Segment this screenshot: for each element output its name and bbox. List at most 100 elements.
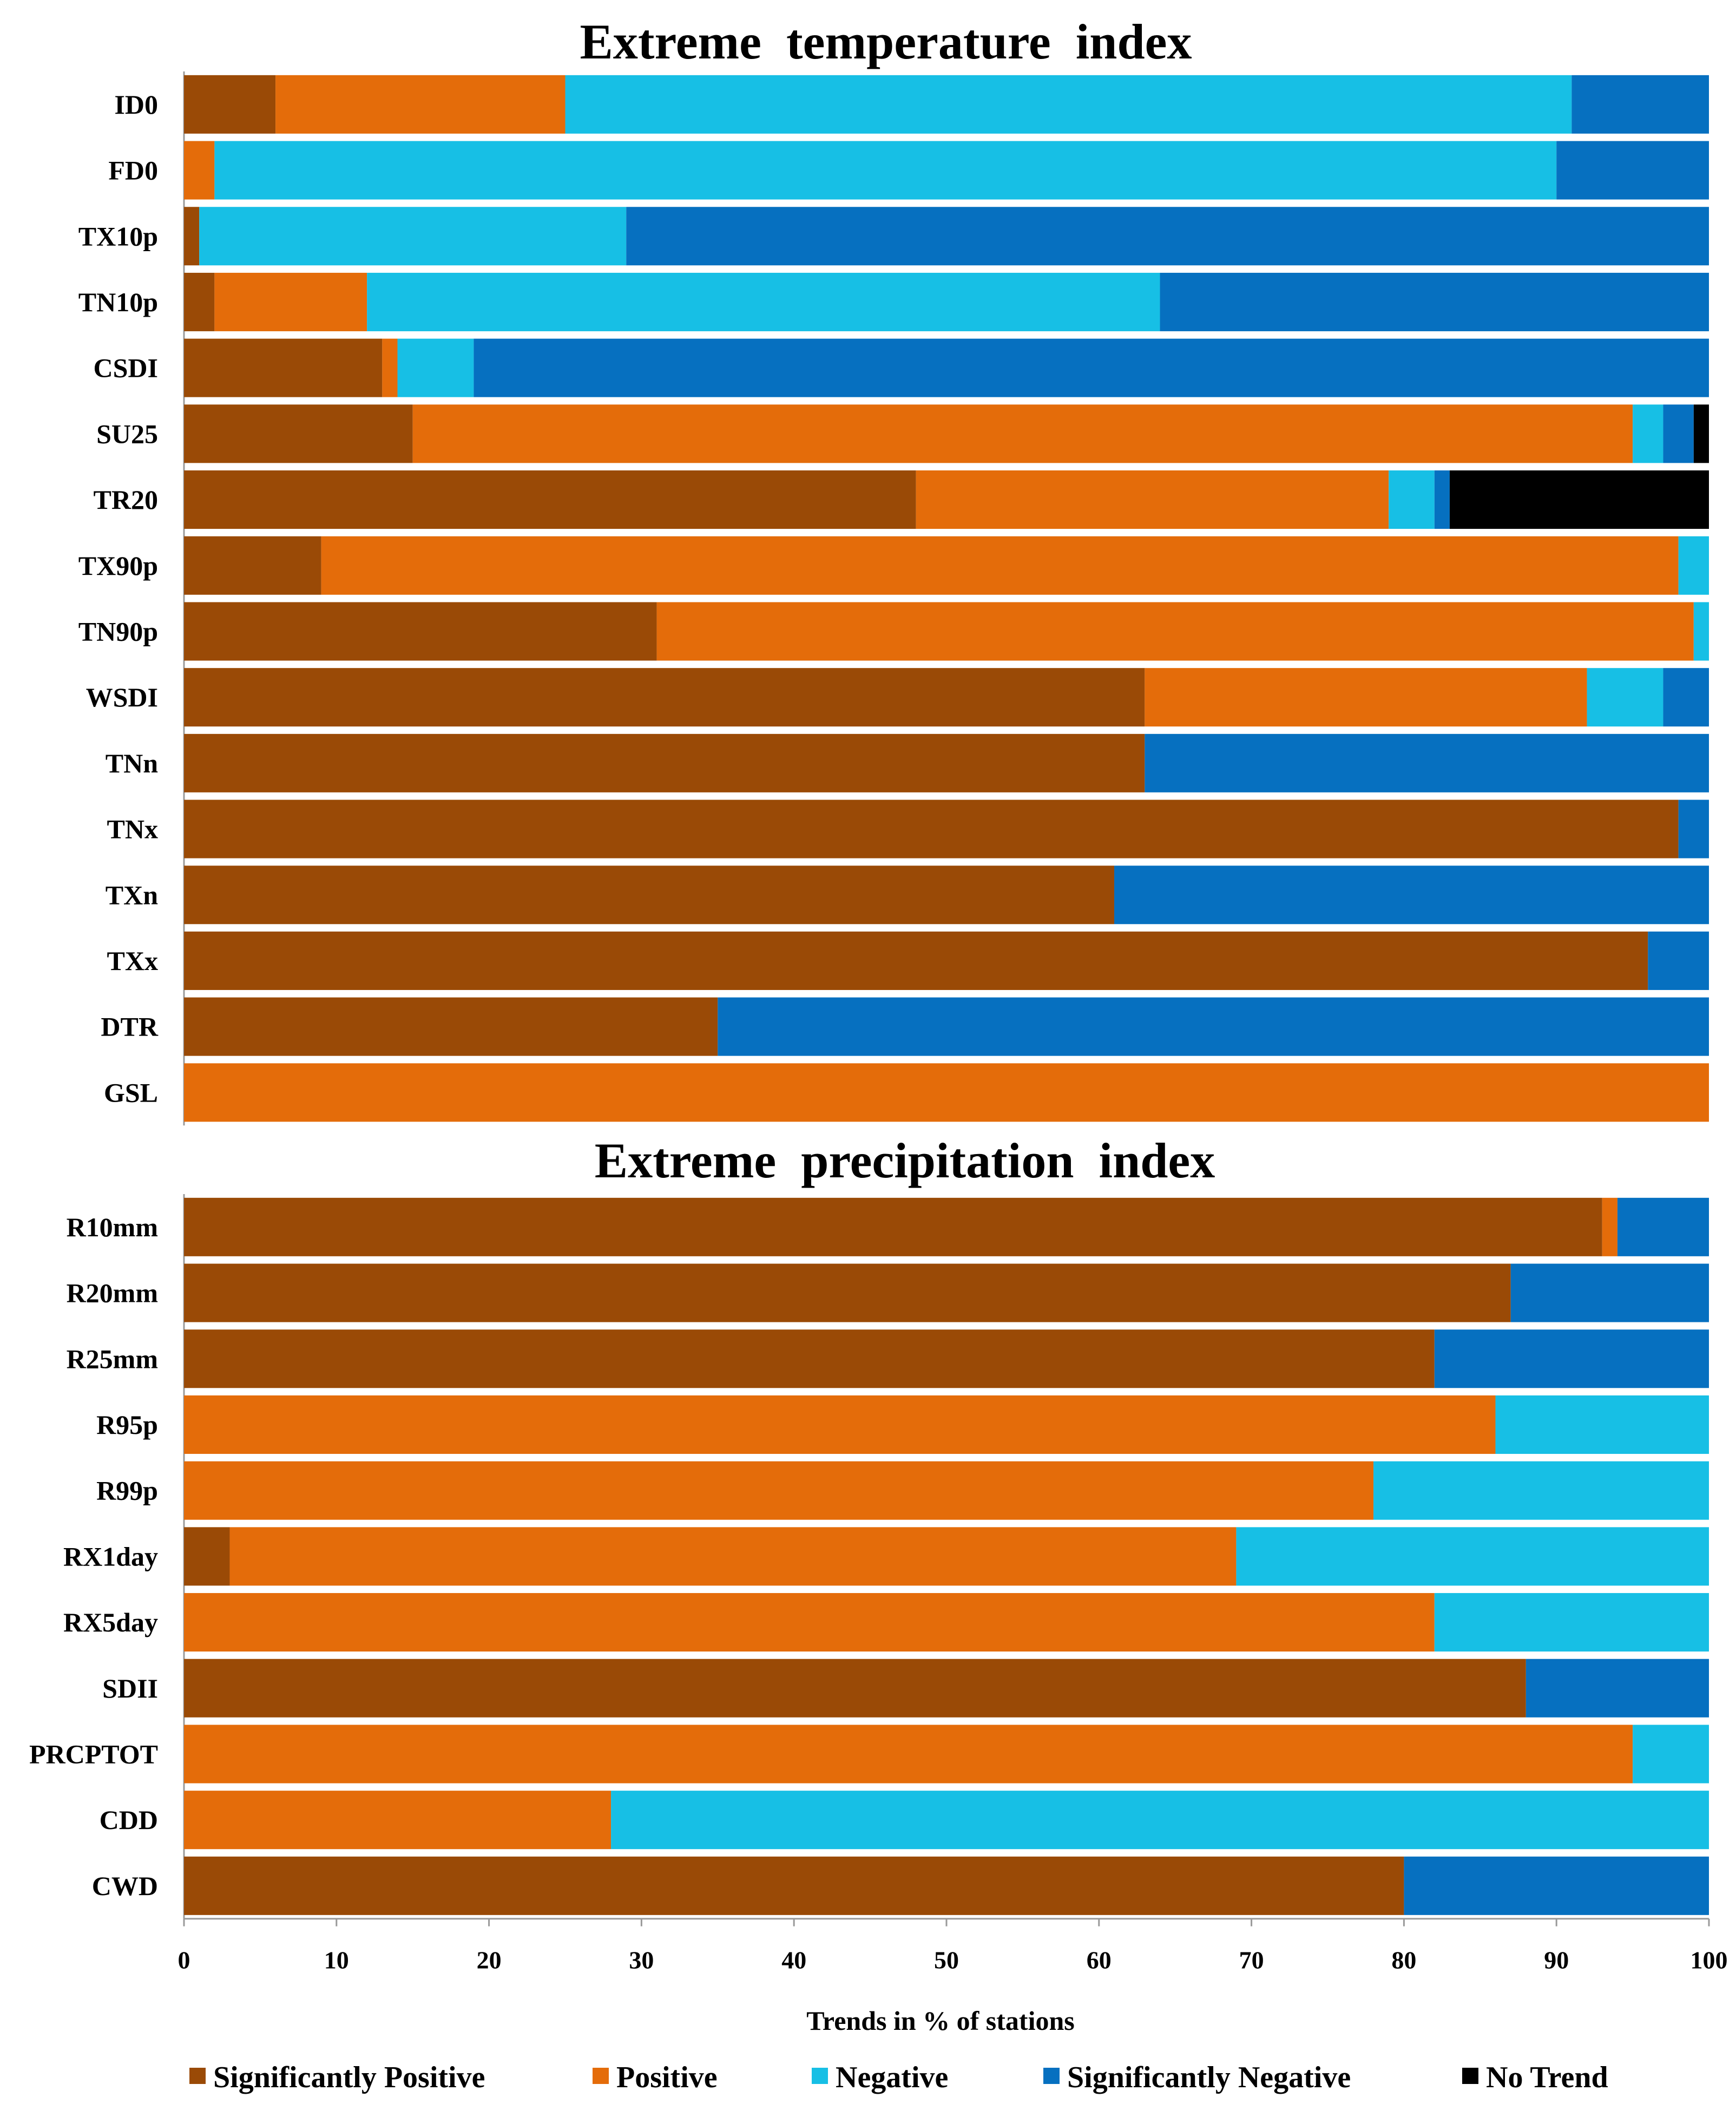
- bar-segment-r10mm-significantly-positive: [184, 1197, 1602, 1256]
- bar-segment-rx5day-negative: [1434, 1593, 1709, 1652]
- bar-segment-tnn-significantly-positive: [184, 733, 1145, 792]
- legend-label-significantly-positive: Significantly Positive: [213, 2061, 485, 2094]
- bar-segment-tx10p-significantly-negative: [626, 207, 1709, 266]
- category-label-txn: TXn: [106, 880, 158, 910]
- bar-segment-r10mm-positive: [1602, 1197, 1617, 1256]
- temperature-panel-title: Extreme temperature index: [580, 14, 1192, 69]
- bar-segment-tr20-significantly-positive: [184, 470, 916, 529]
- x-tick-label-100: 100: [1691, 1946, 1728, 1974]
- bar-segment-cwd-significantly-negative: [1404, 1856, 1709, 1915]
- bar-segment-su25-no-trend: [1693, 404, 1709, 463]
- legend-swatch-significantly-negative: [1043, 2068, 1060, 2084]
- legend-label-no-trend: No Trend: [1486, 2061, 1608, 2094]
- category-label-csdi: CSDI: [94, 353, 158, 383]
- category-label-tnx: TNx: [107, 814, 158, 844]
- legend-swatch-significantly-positive: [189, 2068, 206, 2084]
- bar-segment-tnn-significantly-negative: [1145, 733, 1709, 792]
- bar-segment-tn10p-negative: [367, 272, 1160, 331]
- bar-segment-tr20-negative: [1389, 470, 1435, 529]
- bar-segment-rx1day-positive: [229, 1527, 1237, 1586]
- bar-segment-r20mm-significantly-positive: [184, 1263, 1511, 1322]
- category-label-rx5day: RX5day: [63, 1607, 158, 1637]
- x-tick-label-10: 10: [324, 1946, 349, 1974]
- category-label-rx1day: RX1day: [63, 1541, 158, 1571]
- bar-segment-dtr-significantly-positive: [184, 997, 718, 1056]
- bar-segment-tx10p-significantly-positive: [184, 207, 200, 266]
- bar-segment-txx-significantly-negative: [1648, 931, 1709, 990]
- legend-label-significantly-negative: Significantly Negative: [1067, 2061, 1351, 2094]
- x-tick-label-70: 70: [1239, 1946, 1264, 1974]
- bar-segment-su25-significantly-negative: [1663, 404, 1694, 463]
- bar-segment-tn90p-negative: [1693, 602, 1709, 661]
- bar-segment-rx1day-negative: [1236, 1527, 1709, 1586]
- bar-segment-wsdi-significantly-positive: [184, 668, 1145, 727]
- bar-segment-tn10p-significantly-negative: [1160, 272, 1709, 331]
- bar-segment-tx90p-significantly-positive: [184, 536, 321, 595]
- bar-segment-wsdi-positive: [1145, 668, 1587, 727]
- category-label-r10mm: R10mm: [67, 1212, 158, 1242]
- category-label-r99p: R99p: [96, 1476, 158, 1506]
- bar-segment-r25mm-significantly-negative: [1434, 1329, 1709, 1388]
- category-label-r25mm: R25mm: [67, 1343, 158, 1374]
- bar-segment-id0-negative: [565, 75, 1572, 134]
- bar-segment-tr20-significantly-negative: [1434, 470, 1450, 529]
- category-label-tnn: TNn: [106, 748, 158, 778]
- legend-swatch-negative: [812, 2068, 828, 2084]
- bar-segment-rx5day-positive: [184, 1593, 1435, 1652]
- bar-segment-csdi-significantly-positive: [184, 338, 383, 397]
- bar-segment-csdi-significantly-negative: [474, 338, 1709, 397]
- bar-segment-fd0-negative: [214, 141, 1557, 200]
- precipitation-panel: R10mm R20mm R25mm R95p R99p RX1day RX5day SDII P…: [29, 1194, 1709, 1919]
- legend-label-positive: Positive: [616, 2061, 718, 2094]
- bar-segment-cwd-significantly-positive: [184, 1856, 1404, 1915]
- bar-segment-r95p-positive: [184, 1395, 1496, 1454]
- bar-segment-r10mm-significantly-negative: [1617, 1197, 1709, 1256]
- x-tick-label-40: 40: [781, 1946, 806, 1974]
- x-axis: 0 10 20 30 40 50 60 70 80 90 100: [178, 1918, 1728, 1974]
- bar-segment-wsdi-significantly-negative: [1663, 668, 1709, 727]
- temperature-panel: ID0 FD0 TX10p TN10p CSDI SU25 TR20 TX90p TN90p WS…: [78, 71, 1709, 1126]
- category-label-dtr: DTR: [101, 1012, 158, 1042]
- bar-segment-sdii-significantly-negative: [1525, 1659, 1709, 1718]
- bar-segment-tnx-significantly-negative: [1678, 799, 1709, 858]
- category-label-sdii: SDII: [102, 1673, 158, 1703]
- bar-segment-r99p-negative: [1373, 1461, 1709, 1520]
- bar-segment-cdd-positive: [184, 1791, 611, 1850]
- bar-segment-dtr-significantly-negative: [718, 997, 1709, 1056]
- bar-segment-su25-significantly-positive: [184, 404, 413, 463]
- category-label-tr20: TR20: [94, 484, 158, 515]
- bar-segment-txx-significantly-positive: [184, 931, 1648, 990]
- x-tick-label-60: 60: [1087, 1946, 1112, 1974]
- category-label-tn90p: TN90p: [78, 616, 158, 646]
- bar-segment-tn90p-positive: [656, 602, 1694, 661]
- bar-segment-r20mm-significantly-negative: [1510, 1263, 1709, 1322]
- category-label-fd0: FD0: [108, 155, 158, 186]
- precipitation-panel-title: Extreme precipitation index: [595, 1133, 1215, 1188]
- bar-segment-r99p-positive: [184, 1461, 1374, 1520]
- legend-swatch-no-trend: [1462, 2068, 1478, 2084]
- category-label-id0: ID0: [114, 89, 158, 120]
- category-label-cdd: CDD: [100, 1805, 158, 1835]
- bar-segment-tnx-significantly-positive: [184, 799, 1679, 858]
- category-label-wsdi: WSDI: [86, 682, 158, 712]
- category-label-r95p: R95p: [96, 1410, 158, 1440]
- category-label-tx10p: TX10p: [78, 221, 158, 251]
- bar-segment-wsdi-negative: [1587, 668, 1663, 727]
- bar-segment-tx10p-negative: [199, 207, 627, 266]
- bar-segment-tx90p-negative: [1678, 536, 1709, 595]
- category-label-su25: SU25: [96, 418, 158, 449]
- legend-label-negative: Negative: [836, 2061, 948, 2094]
- bar-segment-su25-negative: [1633, 404, 1663, 463]
- bar-segment-sdii-significantly-positive: [184, 1659, 1526, 1718]
- bar-segment-id0-significantly-negative: [1571, 75, 1709, 134]
- bar-segment-prcptot-positive: [184, 1725, 1633, 1784]
- bar-segment-csdi-negative: [397, 338, 474, 397]
- x-tick-label-30: 30: [629, 1946, 654, 1974]
- category-label-cwd: CWD: [92, 1871, 158, 1901]
- category-label-tn10p: TN10p: [78, 287, 158, 317]
- x-tick-label-20: 20: [477, 1946, 502, 1974]
- bar-segment-txn-significantly-negative: [1114, 866, 1709, 925]
- x-tick-label-0: 0: [178, 1946, 190, 1974]
- bar-segment-txn-significantly-positive: [184, 866, 1114, 925]
